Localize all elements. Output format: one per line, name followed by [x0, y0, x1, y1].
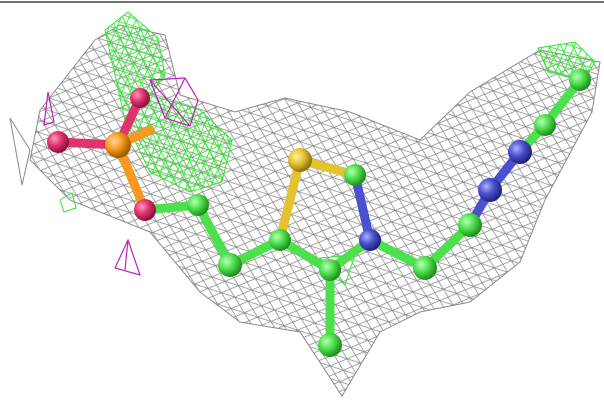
magenta-mesh	[43, 77, 199, 276]
gray-mesh-fragment	[9, 117, 31, 186]
molecule-atoms	[47, 69, 591, 357]
gray-density-mesh	[29, 24, 601, 397]
